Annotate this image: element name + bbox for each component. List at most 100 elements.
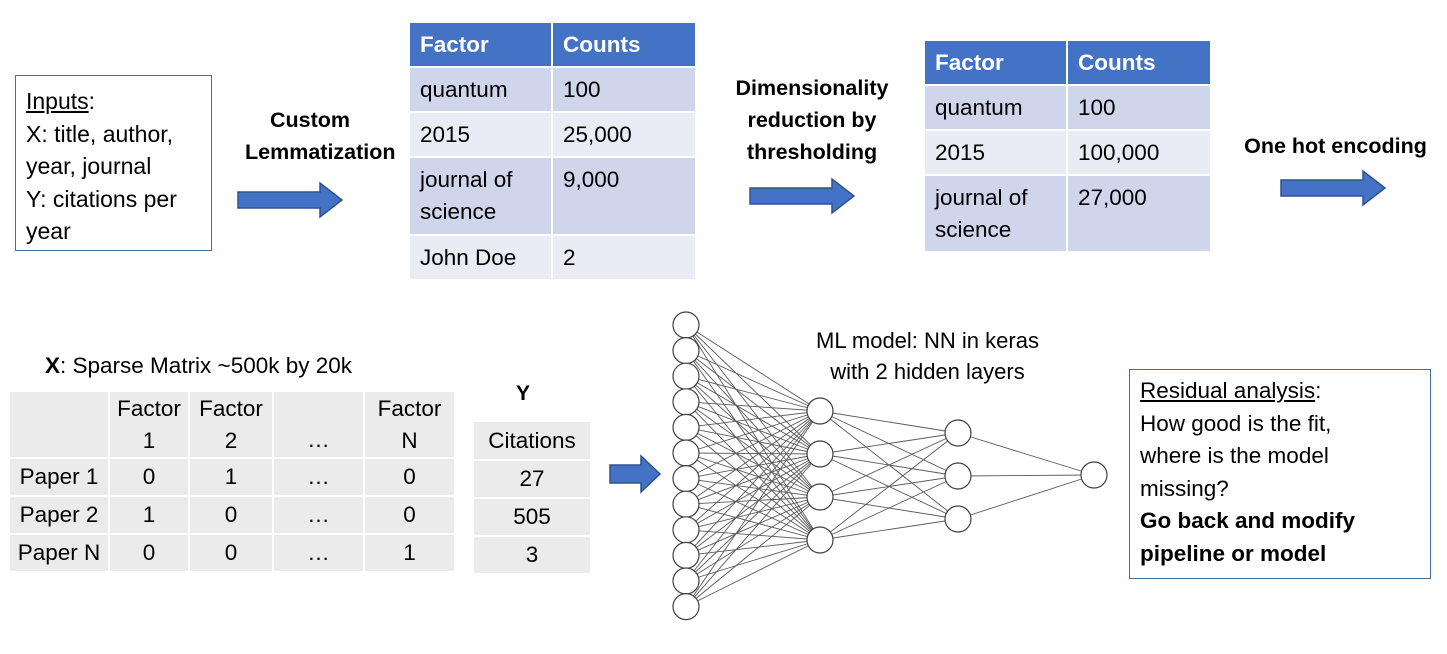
citations-header: Citations <box>472 420 592 461</box>
matrix-cell: 0 <box>108 533 190 573</box>
right-arrow-icon <box>609 454 662 494</box>
nn-connection <box>685 427 821 498</box>
matrix-cell: … <box>272 533 365 573</box>
nn-connection <box>819 432 959 498</box>
nn-connection <box>819 475 959 541</box>
factor-cell: 2015 <box>923 129 1068 176</box>
step-label-line: One hot encoding <box>1244 134 1427 158</box>
citations-cell: 27 <box>472 459 592 499</box>
nn-input-node <box>672 465 700 493</box>
sparse-matrix-table: Factor 1 Factor 2 … Factor N Paper 1 0 1 … … <box>8 390 456 573</box>
nn-hidden-node <box>806 483 834 511</box>
nn-input-node <box>672 439 700 467</box>
inputs-heading-colon: : <box>88 88 96 114</box>
nn-connection <box>957 474 1095 520</box>
matrix-cell: 0 <box>363 457 456 497</box>
nn-connection <box>685 375 821 498</box>
factor-cell: journal of science <box>923 174 1068 253</box>
count-cell: 100 <box>1066 84 1212 131</box>
nn-hidden-node <box>806 526 834 554</box>
matrix-cell: 0 <box>188 495 274 535</box>
right-arrow-icon <box>237 181 344 219</box>
matrix-cell: 0 <box>363 495 456 535</box>
nn-connection <box>685 410 821 531</box>
nn-connection <box>685 410 821 582</box>
nn-connection <box>957 474 1095 477</box>
step-one-hot-label: One hot encoding <box>1228 130 1443 162</box>
residual-heading-colon: : <box>1315 378 1322 403</box>
nn-connection <box>685 453 821 582</box>
nn-connection <box>685 426 821 455</box>
step-label-line: Custom <box>269 108 351 132</box>
count-cell: 25,000 <box>551 111 697 158</box>
nn-connection <box>685 375 821 412</box>
residual-analysis-box: Residual analysis: How good is the fit, … <box>1129 369 1431 579</box>
nn-connection <box>685 453 821 505</box>
nn-connection <box>685 324 821 455</box>
factor-cell: quantum <box>923 84 1068 131</box>
nn-connection <box>685 401 821 498</box>
nn-connection <box>685 401 821 455</box>
matrix-title-bold: X <box>45 353 61 378</box>
nn-connection <box>685 539 821 556</box>
matrix-cell: 1 <box>363 533 456 573</box>
matrix-row-label: Paper 2 <box>8 495 110 535</box>
matrix-row-label: Paper N <box>8 533 110 573</box>
inputs-line: year, journal <box>26 153 152 179</box>
nn-caption-line: ML model: NN in keras <box>816 328 1039 353</box>
citations-cell: 3 <box>472 535 592 575</box>
y-title: Y <box>516 382 531 405</box>
nn-connection <box>685 539 821 608</box>
column-header: Factor <box>923 39 1068 86</box>
matrix-cell: 1 <box>108 495 190 535</box>
nn-connection <box>685 452 821 498</box>
nn-connection <box>685 324 821 498</box>
step-label-line: thresholding <box>746 140 878 164</box>
factor-counts-table: Factor Counts quantum 100 2015 25,000 jo… <box>408 21 697 281</box>
residual-heading: Residual analysis <box>1140 378 1316 403</box>
column-header: Factor <box>408 21 553 68</box>
matrix-cell: … <box>272 495 365 535</box>
nn-input-node <box>672 490 700 518</box>
residual-line: missing? <box>1140 475 1229 501</box>
right-arrow-icon <box>1280 169 1387 207</box>
nn-input-node <box>672 541 700 570</box>
nn-connection <box>685 496 821 505</box>
residual-line: How good is the fit, <box>1140 410 1332 436</box>
matrix-column-header: … <box>272 390 365 459</box>
nn-connection <box>685 496 821 607</box>
nn-connection <box>685 496 821 582</box>
nn-hidden-node <box>806 397 834 425</box>
inputs-heading: Inputs <box>26 88 89 114</box>
nn-input-node <box>672 592 700 621</box>
nn-connection <box>819 410 959 434</box>
matrix-cell: 0 <box>188 533 274 573</box>
count-cell: 9,000 <box>551 156 697 236</box>
column-header: Counts <box>551 21 697 68</box>
nn-connection <box>685 410 821 607</box>
nn-input-node <box>672 337 700 365</box>
nn-connection <box>685 324 821 412</box>
factor-cell: quantum <box>408 66 553 113</box>
inputs-line: Y: citations per <box>26 185 177 212</box>
nn-connection <box>685 410 821 480</box>
nn-hidden-node <box>806 440 834 468</box>
right-arrow-icon <box>749 177 856 215</box>
factor-cell: journal of science <box>408 156 553 236</box>
citations-table: Citations 27 505 3 <box>472 420 592 575</box>
nn-output-node <box>1080 461 1108 489</box>
matrix-cell: 0 <box>108 457 190 497</box>
matrix-corner-cell <box>8 390 110 459</box>
nn-connection <box>819 518 959 541</box>
nn-input-node <box>672 311 700 339</box>
nn-connection <box>685 350 821 498</box>
nn-caption-line: with 2 hidden layers <box>830 359 1025 384</box>
inputs-line: X: title, author, <box>26 120 174 147</box>
nn-connection <box>685 410 821 505</box>
matrix-title-rest: : Sparse Matrix ~500k by 20k <box>60 353 353 378</box>
nn-connection <box>685 453 821 556</box>
residual-bold-line: pipeline or model <box>1140 540 1327 566</box>
nn-connection <box>685 453 821 607</box>
nn-connection <box>685 496 821 531</box>
